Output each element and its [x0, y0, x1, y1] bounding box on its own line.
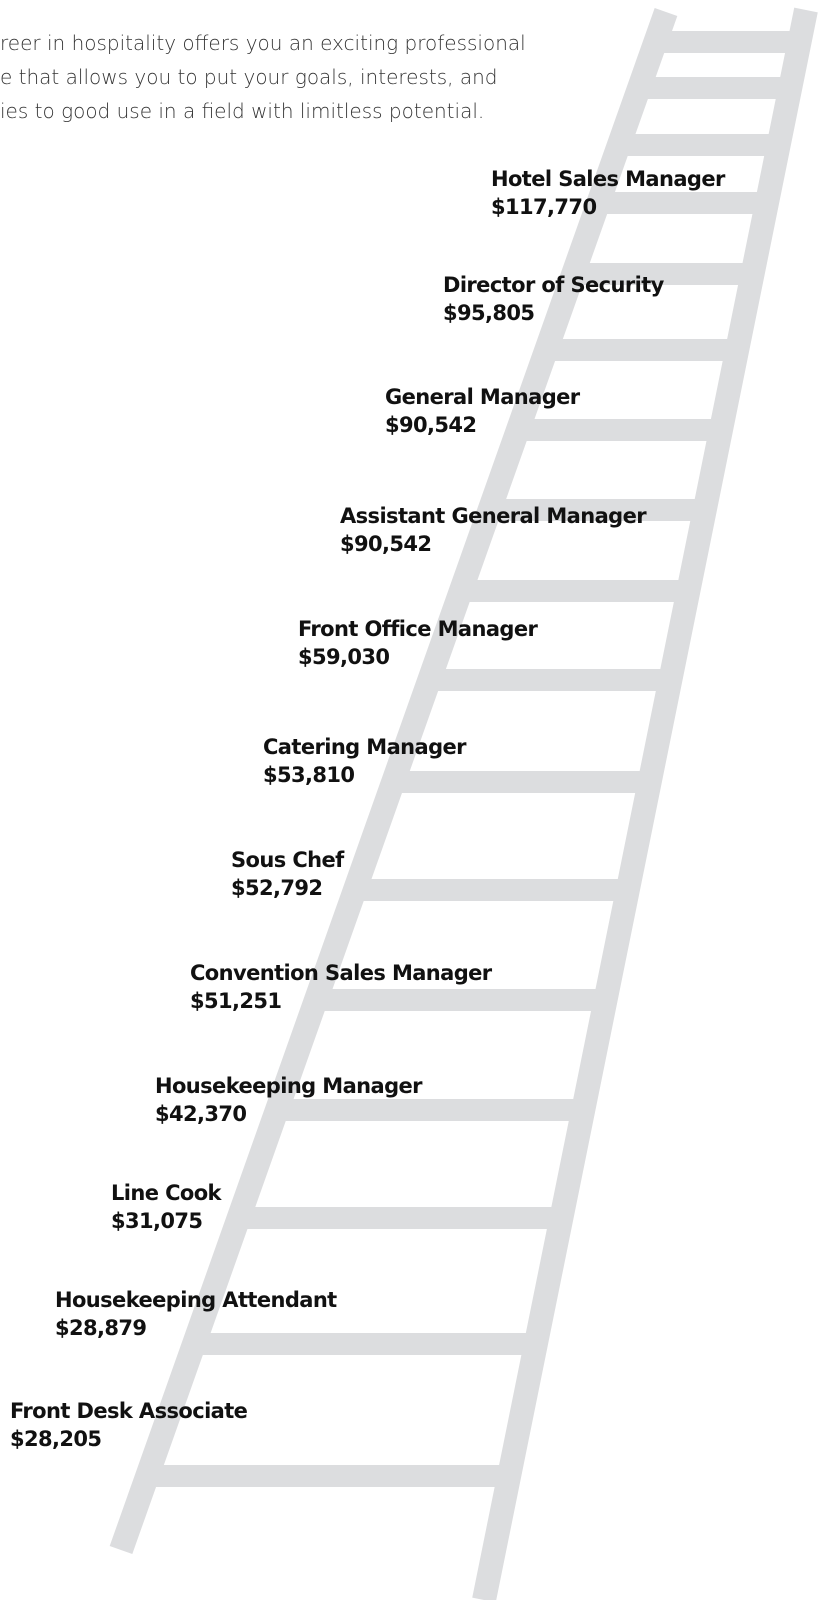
right-rail	[472, 7, 818, 1600]
intro-line: ies to good use in a field with limitles…	[0, 99, 484, 123]
step-title: Assistant General Manager	[340, 504, 647, 528]
step-salary: $95,805	[443, 301, 534, 325]
ladder	[109, 7, 818, 1600]
step-title: Line Cook	[111, 1181, 223, 1205]
step-salary: $28,205	[10, 1427, 101, 1451]
step-title: Front Office Manager	[298, 617, 538, 641]
intro-line: reer in hospitality offers you an exciti…	[0, 31, 526, 55]
texts: reer in hospitality offers you an exciti…	[0, 31, 727, 1451]
step-salary: $90,542	[340, 532, 431, 556]
step-title: Director of Security	[443, 273, 665, 297]
step-salary: $42,370	[155, 1102, 246, 1126]
step-title: Housekeeping Manager	[155, 1074, 423, 1098]
step-title: Hotel Sales Manager	[491, 167, 726, 191]
step-salary: $51,251	[190, 989, 281, 1013]
step-salary: $28,879	[55, 1316, 146, 1340]
step-salary: $31,075	[111, 1209, 202, 1233]
step-salary: $117,770	[491, 195, 596, 219]
step-salary: $90,542	[385, 413, 476, 437]
step-title: General Manager	[385, 385, 581, 409]
step-title: Catering Manager	[263, 735, 467, 759]
intro-line: e that allows you to put your goals, int…	[0, 65, 498, 89]
step-salary: $59,030	[298, 645, 389, 669]
step-title: Sous Chef	[231, 848, 345, 872]
step-salary: $52,792	[231, 876, 322, 900]
left-rail	[109, 7, 678, 1555]
step-title: Convention Sales Manager	[190, 961, 493, 985]
step-salary: $53,810	[263, 763, 354, 787]
step-title: Housekeeping Attendant	[55, 1288, 337, 1312]
step-title: Front Desk Associate	[10, 1399, 248, 1423]
